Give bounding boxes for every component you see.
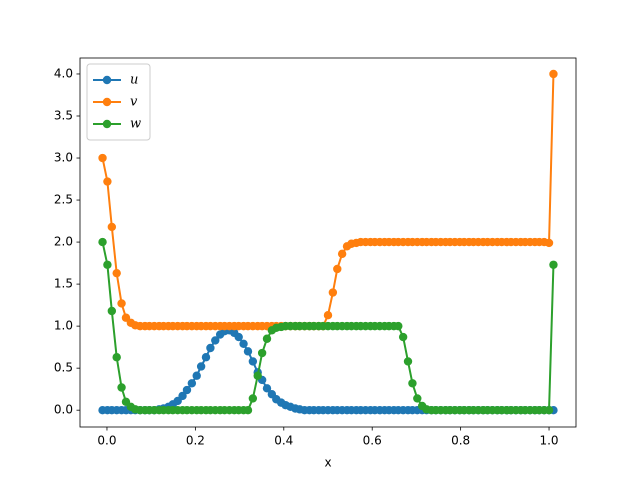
marker: [239, 339, 248, 348]
y-tick-label: 3.0: [54, 151, 73, 165]
y-tick-label: 4.0: [54, 66, 73, 80]
x-tick-label: 0.4: [274, 434, 293, 448]
marker: [333, 264, 342, 274]
marker: [103, 260, 112, 269]
marker: [243, 347, 253, 356]
legend-marker: [102, 97, 112, 107]
marker: [182, 385, 192, 395]
y-tick-label: 0.0: [54, 403, 73, 417]
marker: [257, 348, 267, 358]
marker: [413, 394, 422, 403]
x-tick-label: 0.6: [363, 434, 382, 448]
marker: [394, 321, 403, 331]
marker: [117, 299, 126, 308]
marker: [112, 268, 121, 278]
legend-marker: [102, 75, 112, 85]
marker: [403, 357, 413, 366]
marker: [328, 288, 338, 297]
y-tick-label: 3.5: [54, 108, 73, 122]
x-tick-label: 1.0: [539, 434, 558, 448]
marker: [192, 371, 201, 380]
y-tick-label: 2.0: [54, 235, 73, 249]
marker: [337, 249, 347, 259]
x-axis-label: x: [324, 456, 331, 470]
marker: [262, 334, 272, 343]
y-tick-label: 2.5: [54, 193, 73, 207]
marker: [253, 371, 262, 380]
marker: [262, 384, 272, 393]
marker: [211, 336, 220, 345]
marker: [248, 357, 258, 366]
marker: [187, 379, 197, 388]
marker: [98, 153, 107, 163]
marker: [243, 405, 253, 415]
marker: [206, 343, 215, 353]
axes-frame: [79, 57, 577, 428]
marker: [98, 237, 107, 247]
marker: [117, 383, 126, 392]
marker: [544, 405, 554, 415]
marker: [107, 222, 117, 232]
legend-label: u: [130, 73, 138, 88]
marker: [248, 394, 258, 403]
marker: [234, 332, 243, 342]
x-tick-label: 0.8: [451, 434, 470, 448]
marker: [549, 260, 558, 269]
legend-label: w: [130, 117, 141, 132]
plot-area: [98, 69, 558, 415]
marker: [178, 391, 187, 401]
marker: [408, 379, 417, 388]
marker: [549, 69, 558, 79]
y-tick-label: 0.5: [54, 361, 73, 375]
marker: [398, 332, 408, 342]
marker: [103, 177, 112, 186]
legend-marker: [102, 119, 112, 129]
y-tick-label: 1.5: [54, 277, 73, 291]
marker: [323, 311, 333, 320]
y-tick-label: 1.0: [54, 319, 73, 333]
x-tick-label: 0.2: [186, 434, 205, 448]
marker: [196, 362, 206, 371]
marker: [107, 306, 117, 316]
marker: [201, 353, 211, 362]
legend-label: v: [130, 95, 138, 110]
x-tick-label: 0.0: [97, 434, 116, 448]
marker: [112, 353, 121, 362]
marker: [544, 238, 554, 248]
